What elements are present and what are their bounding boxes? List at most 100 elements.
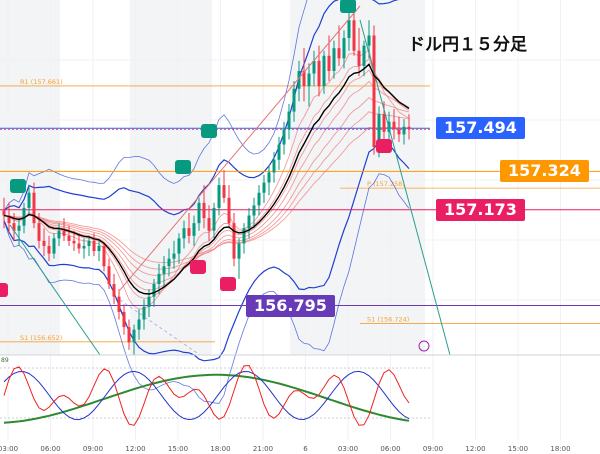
x-tick-label: 15:00 [168,445,188,453]
candle-body [202,202,206,219]
candle-body [332,48,336,71]
candle-body [152,284,156,297]
candle [107,258,111,290]
candle [237,238,241,279]
ema-path [3,63,410,295]
candle-body [2,210,6,216]
x-tick-label: 15:00 [508,445,528,453]
candle [162,256,166,287]
candle-body [127,327,131,343]
candle-body [132,329,136,343]
candle [137,309,141,340]
candle-body [362,45,366,66]
candle-body [212,207,216,231]
candle [267,164,271,196]
candle-body [217,185,221,208]
candle-body [7,215,11,224]
candle-body [257,192,261,206]
candle-body [347,20,351,39]
candle-body [227,197,231,224]
sell-signal-marker [340,0,356,13]
sell-signal-marker [201,124,217,138]
x-tick-label: 18:00 [210,445,230,453]
candle-body [377,114,381,148]
x-tick-label: 09:00 [83,445,103,453]
candle [202,185,206,229]
candle-body [87,240,91,246]
candle-body [182,228,186,239]
bollinger-bands [3,0,410,404]
candle-body [27,192,31,208]
candle-body [42,240,46,246]
candle-body [32,192,36,224]
candle [12,213,16,241]
candle-body [272,159,276,173]
candle-body [192,223,196,236]
candle-body [142,306,146,320]
candle [172,240,176,269]
level-purple-tag: 156.795 [246,294,335,317]
time-axis: 03:00 06:00 09:00 12:00 15:00 18:00 21:00 6 03:0… [0,445,571,453]
buy-signal-marker [376,139,392,153]
bb-upper [3,0,399,216]
candle-body [82,245,86,249]
candle [242,223,246,254]
x-tick-label: 09:00 [423,445,443,453]
candle-body [237,243,241,259]
candle-body [162,266,166,274]
bb-upper [3,0,308,211]
candle-body [52,238,56,254]
current-price-tag: 157.494 [436,117,525,140]
candle [142,299,146,330]
candle-body [372,35,376,148]
candle-body [407,126,411,130]
candle-body [167,258,171,267]
candle-body [112,284,116,297]
ribbon-line [3,58,410,299]
candle [102,243,106,272]
candle-body [357,50,361,66]
trendline-down-left [9,224,101,356]
candle-body [157,273,161,284]
signal-markers [0,0,430,352]
candle-body [97,245,101,252]
trendline-dash [119,299,201,356]
ribbon-line [3,48,410,310]
candle [257,185,261,216]
candle-body [287,111,291,130]
candle [187,213,191,244]
candle [217,177,221,216]
candle [42,228,46,257]
sell-signal-marker [10,179,26,193]
candle [292,81,296,122]
candle [112,273,116,305]
candle [307,63,311,107]
candle [402,119,406,145]
candle-body [282,129,286,145]
candle-body [302,71,306,87]
candle-body [337,48,341,59]
ribbon-line [3,126,409,264]
pivot-lines: R1 (157.661) P (157.258) S1 (156.724) S1 (1… [0,78,600,343]
sell-signal-marker [175,160,191,174]
x-tick-label: 12:00 [465,445,485,453]
level-pink-tag: 157.173 [436,198,525,221]
candle-body [102,245,106,267]
candle [247,207,251,239]
buy-signal-marker [190,260,206,274]
candle [2,197,6,229]
candle-body [117,296,121,312]
bb-lower [3,141,410,362]
candle-body [242,228,246,244]
candle-body [177,238,181,254]
candle [177,233,181,264]
candle-body [207,218,211,231]
candle [92,233,96,257]
candle-body [402,126,406,135]
candle [117,289,121,320]
candle-body [392,121,396,130]
candle [77,233,81,254]
candle [347,10,351,51]
candle-body [232,223,236,259]
